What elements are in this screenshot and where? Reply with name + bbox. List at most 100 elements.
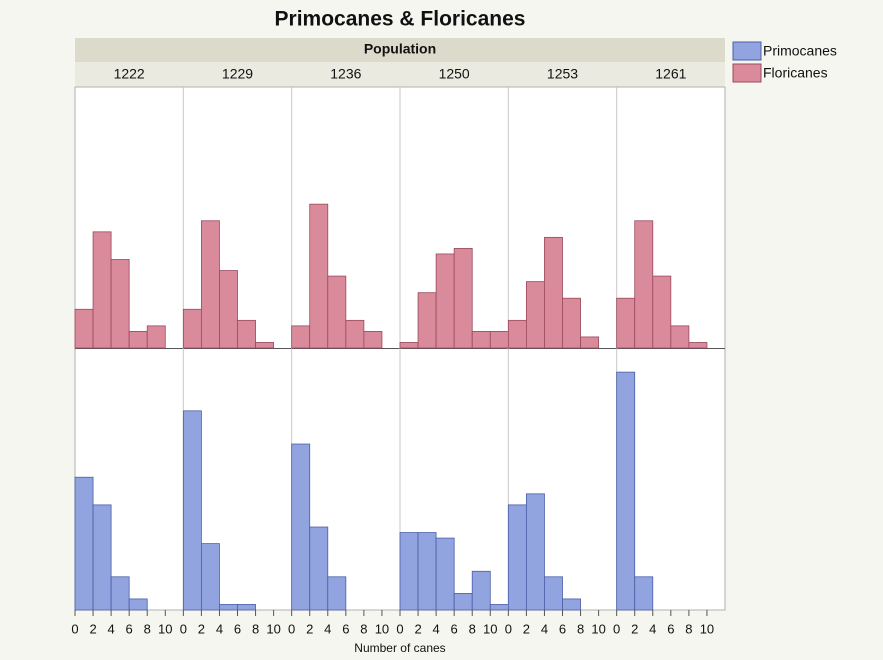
x-tick-label: 8 [685,621,692,636]
x-tick-label: 2 [198,621,205,636]
x-tick-label: 2 [631,621,638,636]
histogram-bar [616,371,636,611]
chart-title: Primocanes & Floricanes [275,8,526,31]
histogram-bar [562,598,581,611]
x-tick-label: 4 [541,621,548,636]
x-tick-label: 2 [414,621,421,636]
histogram-bar [110,259,130,349]
histogram-bar [200,543,220,611]
x-tick-label: 8 [360,621,367,636]
histogram-bar [489,331,509,349]
histogram-bar [399,532,419,611]
histogram-bar [182,410,202,611]
x-tick-label: 6 [342,621,349,636]
facet-label: 1236 [330,66,361,82]
legend-label: Primocanes [763,43,837,59]
histogram-bar [471,570,491,611]
x-tick-label: 0 [505,621,512,636]
x-tick-label: 6 [451,621,458,636]
histogram-bar [435,253,455,349]
x-tick-label: 2 [89,621,96,636]
facet-label: 1222 [114,66,145,82]
histogram-bar [580,336,600,349]
histogram-bar [219,604,238,611]
histogram-bar [417,532,437,611]
histogram-bar [237,319,256,349]
legend-swatch [732,41,762,61]
histogram-bar [616,297,636,349]
histogram-bar [128,598,148,611]
histogram-bar [327,576,347,611]
x-tick-label: 4 [107,621,114,636]
histogram-bar [435,537,455,611]
facet-title: Population [364,41,436,57]
x-tick-label: 2 [523,621,530,636]
histogram-bar [309,526,329,611]
x-tick-label: 10 [700,621,714,636]
x-tick-label: 10 [266,621,280,636]
histogram-bar [634,220,654,349]
histogram-bar [507,504,527,611]
histogram-bar [634,576,654,611]
histogram-bar [74,476,94,611]
x-tick-label: 6 [234,621,241,636]
x-tick-label: 0 [613,621,620,636]
histogram-bar [652,275,672,349]
histogram-bar [110,576,130,611]
histogram-bar [345,319,365,349]
histogram-bar [399,342,419,349]
facet-label: 1250 [439,66,470,82]
x-tick-label: 0 [396,621,403,636]
histogram-bar [327,275,347,349]
histogram-bar [182,308,202,349]
histogram-bar [544,576,563,611]
histogram-bar [525,493,545,611]
histogram-bar [507,319,527,349]
x-tick-label: 10 [591,621,605,636]
x-tick-label: 4 [432,621,439,636]
histogram-bar [128,331,148,349]
x-tick-label: 0 [71,621,78,636]
x-tick-label: 8 [144,621,151,636]
facet-label: 1229 [222,66,253,82]
x-tick-label: 4 [324,621,331,636]
histogram-bar [544,236,563,349]
x-tick-label: 8 [252,621,259,636]
x-axis-label: Number of canes [354,641,445,655]
x-tick-label: 10 [375,621,389,636]
facet-label: 1253 [547,66,578,82]
x-tick-label: 6 [559,621,566,636]
x-tick-label: 4 [649,621,656,636]
histogram-bar [219,270,238,349]
histogram-bar [146,325,166,349]
x-tick-label: 4 [216,621,223,636]
x-tick-label: 10 [158,621,172,636]
histogram-bar [489,604,509,611]
histogram-bar [525,281,545,349]
x-tick-label: 6 [667,621,674,636]
histogram-bar [291,325,311,349]
x-tick-label: 8 [577,621,584,636]
x-tick-label: 6 [126,621,133,636]
x-tick-label: 0 [180,621,187,636]
x-tick-label: 10 [483,621,497,636]
histogram-bar [688,342,708,349]
histogram-bar [255,342,275,349]
histogram-bar [471,331,491,349]
histogram-bar [562,297,581,349]
histogram-bar [92,504,112,611]
histogram-bar [291,443,311,611]
histogram-bar [237,604,256,611]
histogram-bar [92,231,112,349]
histogram-bar [453,248,473,349]
histogram-bar [453,593,473,611]
histogram-bar [670,325,690,349]
x-tick-label: 0 [288,621,295,636]
x-tick-label: 8 [469,621,476,636]
legend-swatch [732,63,762,83]
histogram-bar [309,203,329,349]
facet-header [75,38,725,62]
facet-label: 1261 [655,66,686,82]
histogram-bar [200,220,220,349]
